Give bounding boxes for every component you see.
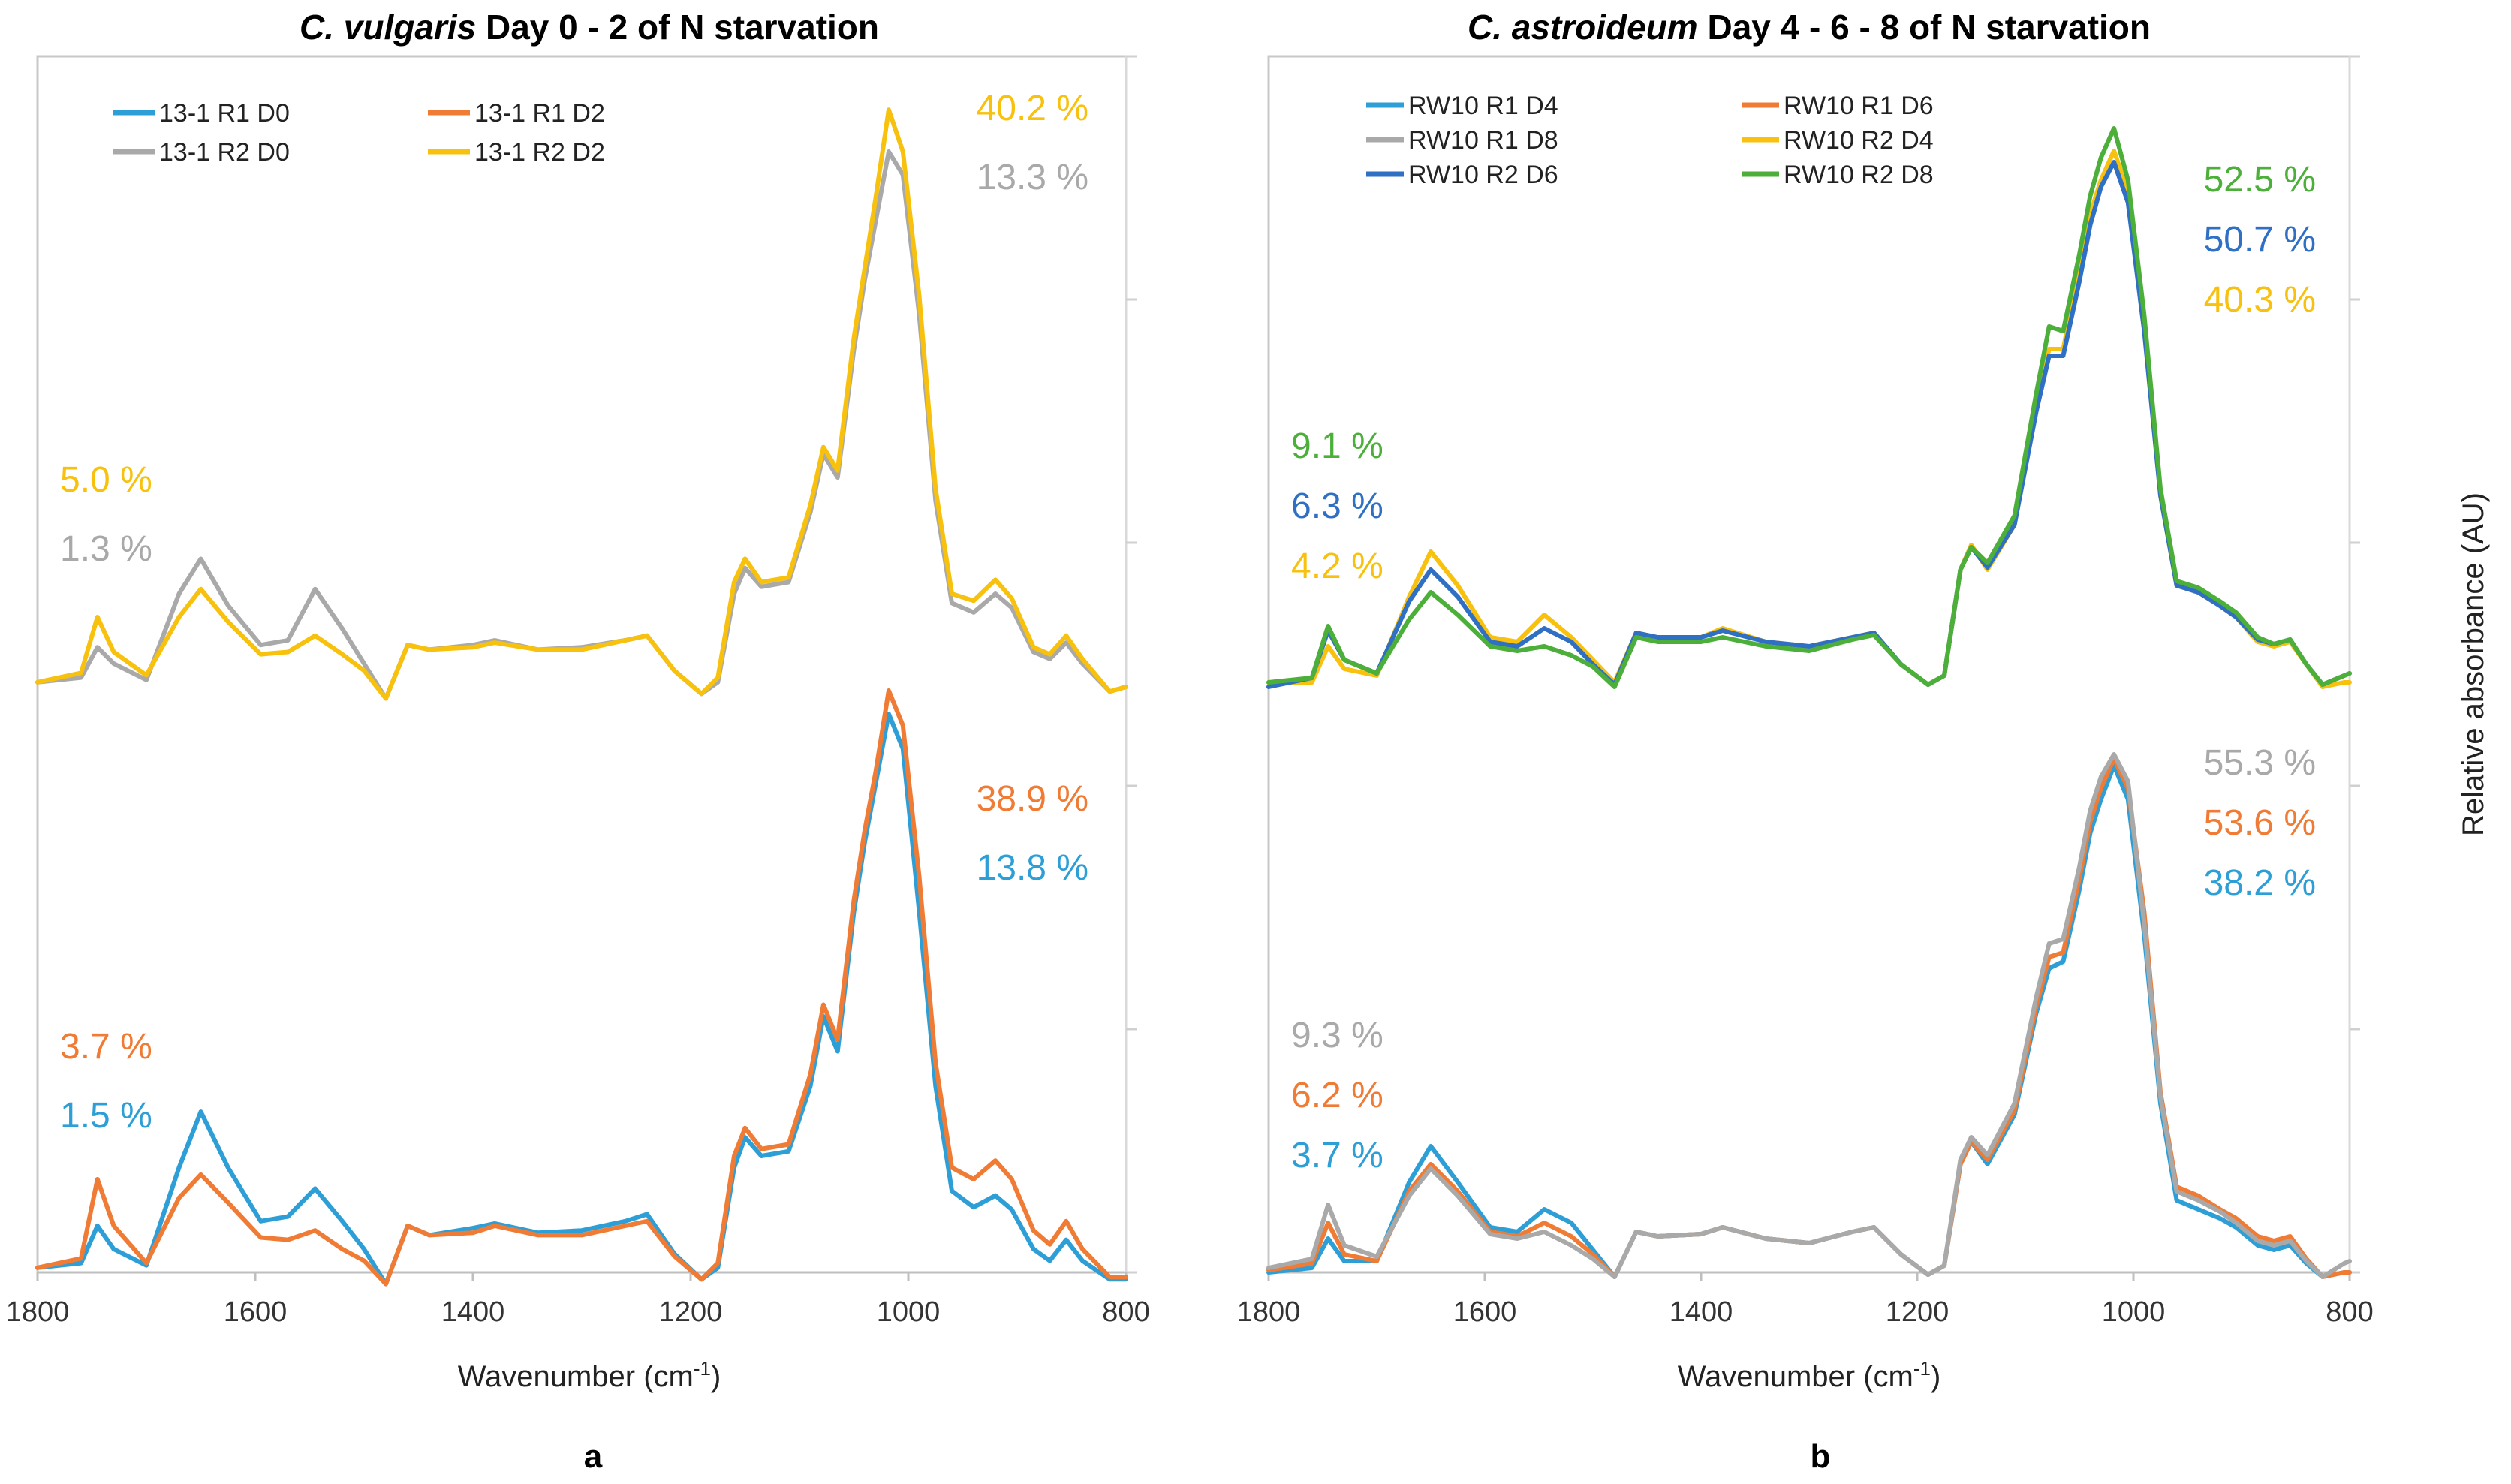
x-tick-label: 1800 — [1237, 1296, 1301, 1328]
x-tick-label: 1800 — [6, 1296, 70, 1328]
panel-b-annotations: 52.5 % 50.7 % 40.3 % 9.1 % 6.3 % 4.2 % 55.3 % 5… — [1291, 160, 2316, 1175]
panel-a-x-tick-labels: 1800 1600 1400 1200 1000 800 — [6, 1272, 1150, 1328]
legend-label: RW10 R2 D4 — [1784, 126, 1934, 155]
panel-b-y-ticks — [2350, 55, 2360, 1274]
percent-annotation: 1.5 % — [60, 1096, 152, 1136]
legend-label: 13-1 R2 D0 — [159, 138, 290, 167]
panel-b-x-tick-labels: 1800 1600 1400 1200 1000 800 — [1237, 1272, 2374, 1328]
x-tick-label: 1400 — [1669, 1296, 1733, 1328]
percent-annotation: 52.5 % — [2204, 160, 2316, 200]
legend-label: 13-1 R1 D2 — [474, 99, 605, 128]
panel-a-y-ticks — [1126, 55, 1137, 1274]
x-tick-label: 1000 — [2102, 1296, 2166, 1328]
x-tick-label: 1000 — [877, 1296, 941, 1328]
percent-annotation: 5.0 % — [60, 460, 152, 500]
legend-label: RW10 R1 D8 — [1408, 126, 1558, 155]
panel-b-legend: RW10 R1 D4 RW10 R1 D6 RW10 R1 D8 RW10 R2 D4… — [1366, 92, 1934, 189]
x-tick-label: 1400 — [441, 1296, 505, 1328]
series-line-rw10-r2-d4 — [1266, 149, 2352, 689]
panel-b-x-label: Wavenumber (cm-1) — [1678, 1357, 1941, 1393]
panel-a-letter: a — [584, 1438, 603, 1475]
panel-b: C. astroideum Day 4 - 6 - 8 of N starvat… — [1237, 8, 2490, 1475]
series-line-13-1-r1-d2 — [35, 688, 1128, 1287]
percent-annotation: 55.3 % — [2204, 743, 2316, 783]
percent-annotation: 1.3 % — [60, 529, 152, 569]
panel-b-series — [1266, 126, 2352, 1279]
x-tick-label: 1200 — [659, 1296, 723, 1328]
panel-a: C. vulgaris Day 0 - 2 of N starvation 18… — [6, 8, 1150, 1475]
percent-annotation: 3.7 % — [60, 1027, 152, 1067]
percent-annotation: 38.2 % — [2204, 863, 2316, 903]
series-line-13-1-r2-d0 — [35, 149, 1128, 701]
legend-label: 13-1 R2 D2 — [474, 138, 605, 167]
panel-b-letter: b — [1811, 1438, 1831, 1475]
x-tick-label: 1600 — [224, 1296, 288, 1328]
panel-a-series — [35, 107, 1128, 1287]
percent-annotation: 38.9 % — [977, 779, 1088, 819]
legend-label: RW10 R2 D8 — [1784, 161, 1934, 189]
x-tick-label: 800 — [1102, 1296, 1149, 1328]
series-line-13-1-r1-d0 — [35, 712, 1128, 1287]
percent-annotation: 50.7 % — [2204, 220, 2316, 260]
panel-a-x-label: Wavenumber (cm-1) — [458, 1357, 721, 1393]
legend-label: RW10 R1 D4 — [1408, 92, 1558, 120]
panel-a-legend: 13-1 R1 D0 13-1 R1 D2 13-1 R2 D0 13-1 R2 D2 — [113, 99, 605, 167]
percent-annotation: 40.3 % — [2204, 280, 2316, 320]
legend-label: RW10 R2 D6 — [1408, 161, 1558, 189]
percent-annotation: 6.3 % — [1291, 486, 1383, 526]
panel-b-title: C. astroideum Day 4 - 6 - 8 of N starvat… — [1468, 8, 2151, 47]
panel-a-title: C. vulgaris Day 0 - 2 of N starvation — [300, 8, 879, 47]
x-tick-label: 1200 — [1886, 1296, 1949, 1328]
percent-annotation: 53.6 % — [2204, 803, 2316, 843]
percent-annotation: 9.1 % — [1291, 426, 1383, 466]
panel-b-frame — [1267, 55, 2351, 1274]
percent-annotation: 6.2 % — [1291, 1076, 1383, 1115]
x-tick-label: 1600 — [1453, 1296, 1517, 1328]
percent-annotation: 13.8 % — [977, 848, 1088, 888]
panel-a-frame — [36, 55, 1128, 1274]
percent-annotation: 40.2 % — [977, 89, 1088, 128]
series-line-13-1-r2-d2 — [35, 107, 1128, 701]
percent-annotation: 9.3 % — [1291, 1016, 1383, 1055]
legend-label: RW10 R1 D6 — [1784, 92, 1934, 120]
percent-annotation: 13.3 % — [977, 158, 1088, 197]
panel-a-annotations: 40.2 % 13.3 % 5.0 % 1.3 % 38.9 % 13.8 % 3.7 % 1… — [60, 89, 1088, 1136]
legend-label: 13-1 R1 D0 — [159, 99, 290, 128]
series-line-rw10-r1-d8 — [1266, 752, 2352, 1279]
percent-annotation: 3.7 % — [1291, 1136, 1383, 1175]
series-line-rw10-r2-d6 — [1266, 160, 2352, 689]
panel-b-y-label: Relative absorbance (AU) — [2457, 492, 2490, 836]
series-line-rw10-r2-d8 — [1266, 126, 2352, 689]
percent-annotation: 4.2 % — [1291, 546, 1383, 586]
series-line-rw10-r1-d4 — [1266, 763, 2352, 1279]
x-tick-label: 800 — [2326, 1296, 2373, 1328]
series-line-rw10-r1-d6 — [1266, 757, 2352, 1279]
